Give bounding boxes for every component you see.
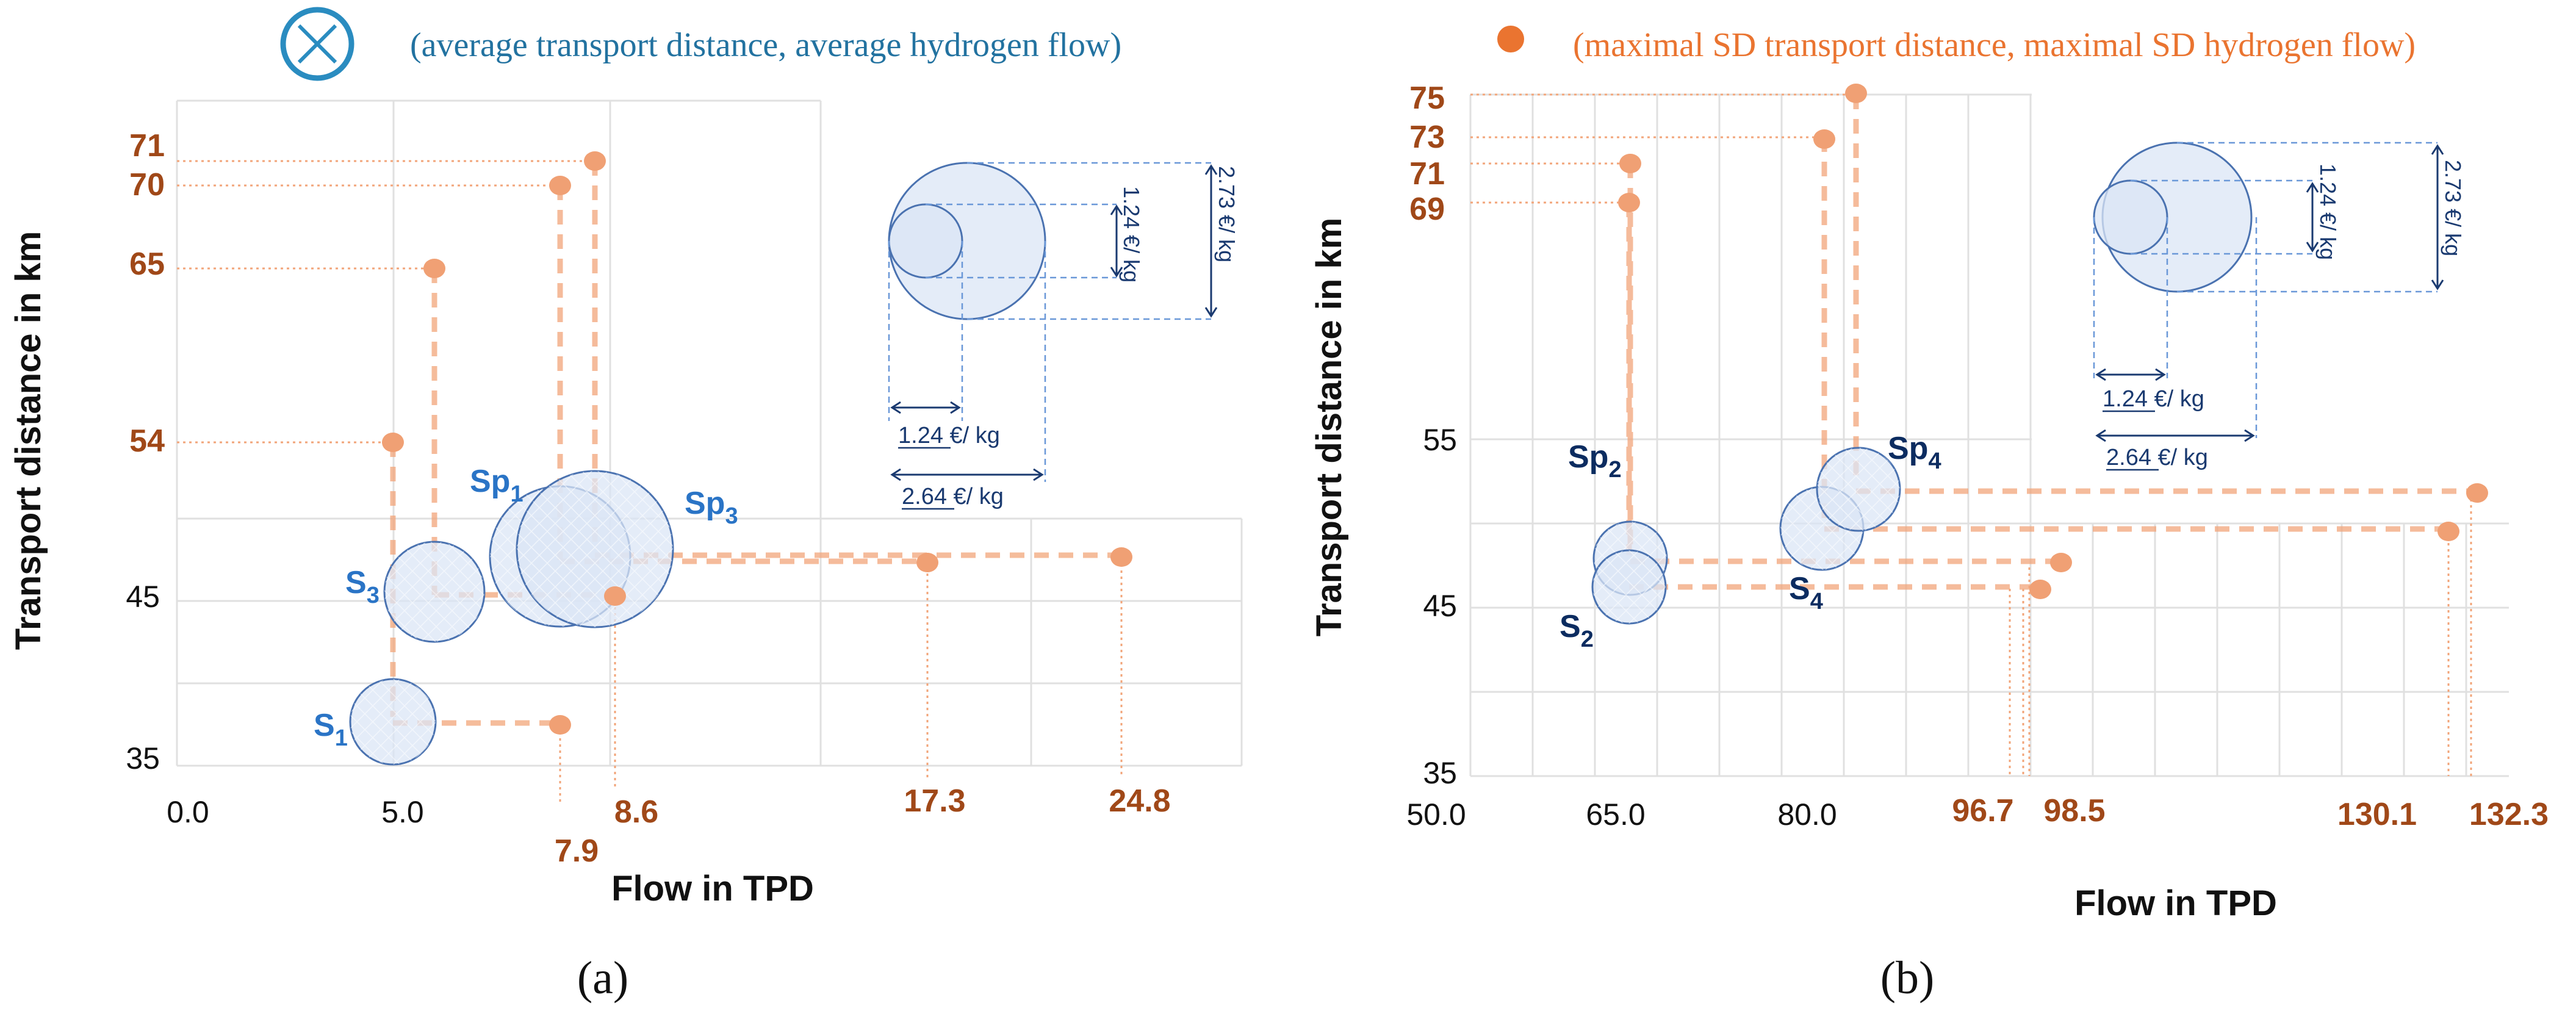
panel-b-x-tick: 65.0 — [1586, 797, 1645, 832]
panel-b-grid — [1469, 93, 2509, 777]
panel-b-y-tick-orange: 73 — [1409, 120, 1445, 155]
panel-b-x-axis-title: Flow in TPD — [2074, 883, 2277, 923]
avg-legend-label: (average transport distance, average hyd… — [410, 26, 1121, 64]
panel-a-y-tick: 45 — [126, 580, 160, 614]
data-point — [1618, 193, 1640, 212]
size-legend-large-vertical: 2.73 €/ kg — [2441, 160, 2466, 256]
panel-a-x-tick: 5.0 — [381, 795, 424, 829]
panel-b-sd-points — [1618, 84, 2488, 599]
panel-b-label-s4: S4 — [1789, 571, 1823, 614]
panel-b-reference-lines — [1470, 93, 2472, 776]
data-point — [1813, 129, 1835, 149]
panel-a-label-sp1: Sp1 — [470, 464, 523, 507]
panel-a-label-s3: S3 — [345, 565, 380, 608]
size-legend-large-vertical: 2.73 €/ kg — [1214, 166, 1239, 262]
sd-legend-dot — [1497, 26, 1524, 52]
panel-b-connectors — [1626, 95, 2477, 590]
data-point — [2437, 522, 2459, 541]
data-point — [2029, 580, 2051, 599]
panel-b-y-tick: 35 — [1423, 756, 1457, 790]
panel-a-y-tick-orange: 71 — [129, 128, 165, 164]
panel-a-y-tick-orange: 70 — [129, 167, 165, 203]
panel-a-x-axis-title: Flow in TPD — [611, 869, 814, 908]
size-legend-small-vertical: 1.24 €/ kg — [2315, 164, 2340, 260]
data-point — [423, 259, 445, 278]
panel-a-reference-lines — [177, 160, 1123, 805]
data-point — [584, 151, 606, 171]
data-point — [1110, 547, 1132, 567]
panel-b-bubble-s2 — [1591, 549, 1667, 625]
panel-a-x-tick: 0.0 — [167, 795, 209, 829]
size-legend-large-horizontal: 2.64 €/ kg — [2106, 445, 2208, 470]
panel-a-y-axis-title: Transport distance in km — [9, 231, 48, 650]
panel-a-y-tick-orange: 65 — [129, 246, 165, 282]
panel-a-grid — [176, 99, 1243, 767]
panel-b-y-axis-title: Transport distance in km — [1309, 218, 1349, 637]
panel-b-x-tick-orange: 98.5 — [2043, 793, 2105, 829]
panel-b-label-sp2: Sp2 — [1568, 439, 1622, 483]
data-point — [549, 715, 571, 735]
panel-b-x-tick-orange: 132.3 — [2469, 797, 2549, 832]
panel-a-y-tick-orange: 54 — [129, 423, 165, 459]
data-point — [604, 586, 626, 606]
panel-a-y-tick: 35 — [126, 741, 160, 775]
panel-b-size-legend: 1.24 €/ kg 2.73 €/ kg 1.24 €/ kg 2.64 €/… — [2093, 142, 2466, 471]
panel-b-y-tick-orange: 75 — [1409, 81, 1445, 116]
sd-legend-label: (maximal SD transport distance, maximal … — [1573, 26, 2416, 64]
panel-a-x-tick-orange: 7.9 — [555, 833, 599, 869]
legend: (average transport distance, average hyd… — [280, 7, 2416, 81]
panel-a-label: (a) — [577, 952, 628, 1004]
data-point — [2050, 553, 2072, 572]
data-point — [1845, 84, 1867, 103]
panel-a-x-tick-orange: 24.8 — [1109, 783, 1170, 819]
panel-b-y-tick: 55 — [1423, 423, 1457, 457]
panel-b-y-tick-orange: 71 — [1409, 156, 1445, 192]
panel-b-y-tick: 45 — [1423, 589, 1457, 623]
panel-b-label-s2: S2 — [1560, 609, 1594, 652]
panel-b-label: (b) — [1880, 952, 1935, 1004]
panel-b-x-tick-orange: 96.7 — [1952, 793, 2013, 829]
panel-b: 50.0 65.0 80.0 96.7 98.5 130.1 132.3 55 … — [1309, 81, 2549, 1004]
size-legend-small-vertical: 1.24 €/ kg — [1119, 186, 1144, 282]
size-legend-small-horizontal: 1.24 €/ kg — [2103, 386, 2204, 412]
data-point — [2466, 483, 2488, 503]
panel-b-y-tick-orange: 69 — [1409, 192, 1445, 227]
panel-a-label-sp3: Sp3 — [685, 486, 738, 529]
size-legend-large-horizontal: 2.64 €/ kg — [902, 484, 1004, 509]
panel-b-label-sp4: Sp4 — [1888, 431, 1941, 474]
panel-b-x-tick-orange: 130.1 — [2337, 797, 2417, 832]
size-legend-small-horizontal: 1.24 €/ kg — [898, 423, 1000, 448]
panel-b-x-tick: 50.0 — [1406, 797, 1466, 832]
panel-a-sd-points — [382, 151, 1132, 735]
panel-b-bubble-sp4 — [1816, 447, 1901, 532]
data-point — [1619, 154, 1641, 173]
panel-a-bubble-s3 — [383, 541, 486, 643]
data-point — [916, 553, 938, 572]
panel-a-x-tick-orange: 8.6 — [614, 794, 658, 830]
panel-b-x-tick: 80.0 — [1777, 797, 1837, 832]
data-point — [382, 433, 404, 452]
panel-a-size-legend: 1.24 €/ kg 2.73 €/ kg 1.24 €/ kg 2.64 €/… — [888, 162, 1239, 510]
avg-legend-icon — [280, 7, 354, 81]
panel-a-label-s1: S1 — [314, 708, 348, 751]
panel-a: 0.0 5.0 8.6 17.3 24.8 7.9 35 45 71 70 65… — [9, 99, 1243, 1004]
data-point — [549, 176, 571, 195]
panel-a-bubble-sp3 — [516, 470, 674, 628]
panel-a-x-tick-orange: 17.3 — [904, 783, 965, 819]
panel-a-bubble-s1 — [349, 678, 437, 766]
